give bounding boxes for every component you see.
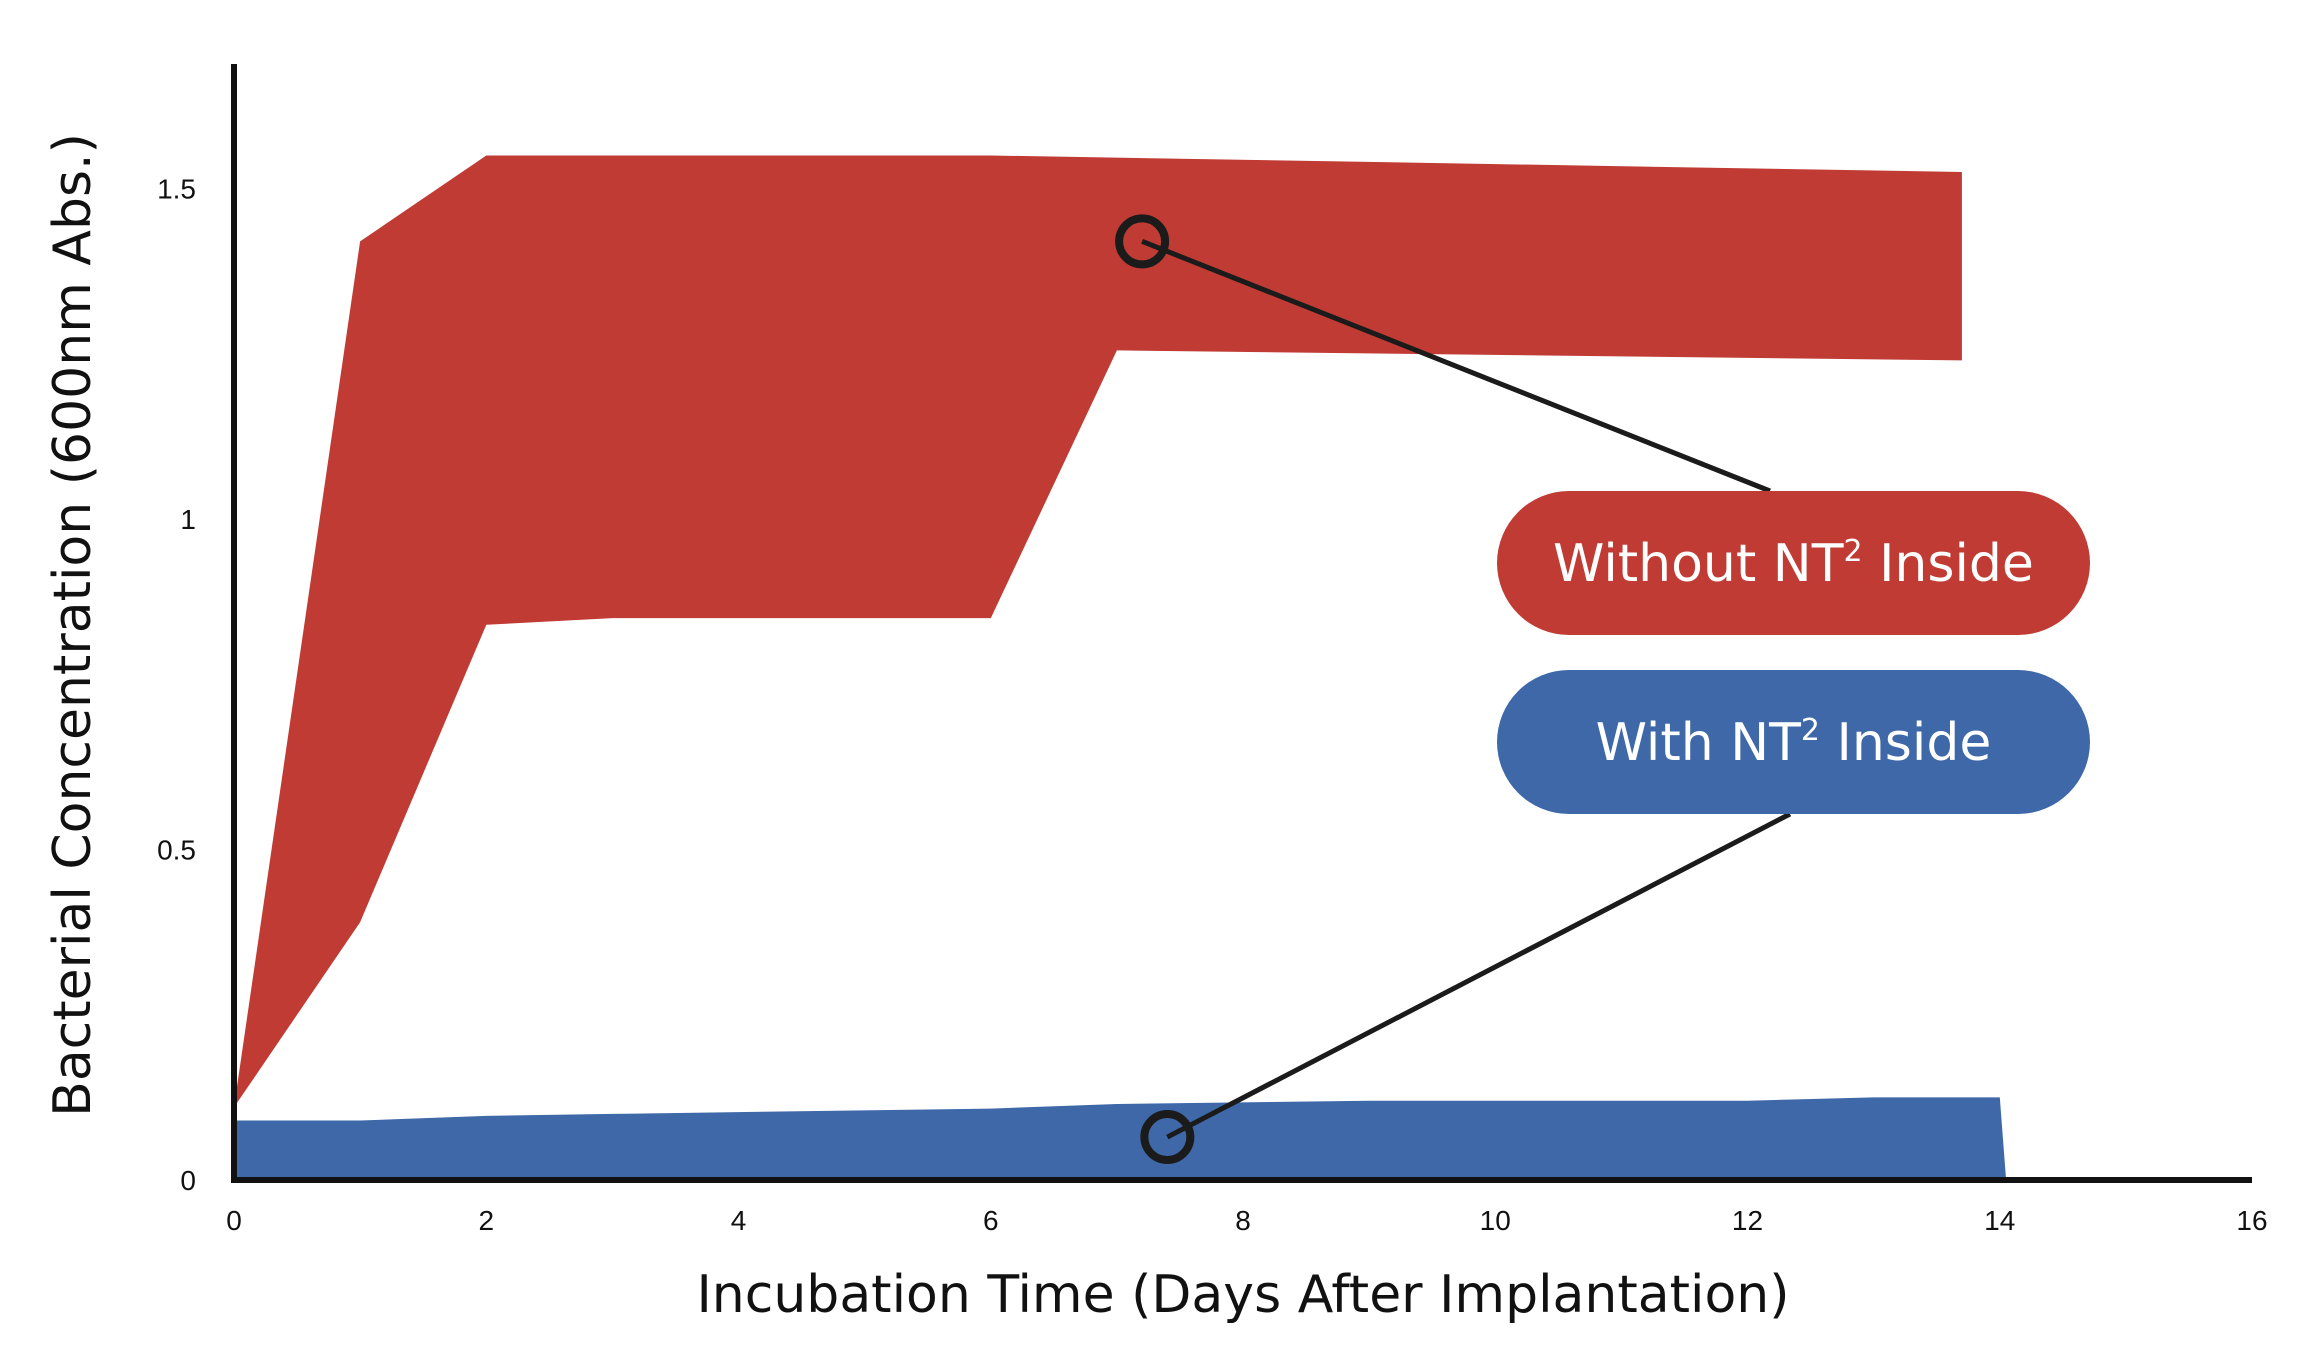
legend-label: With NT2 Inside <box>1596 713 1992 773</box>
y-tick-labels: 0 0.5 1 1.5 <box>157 174 196 1197</box>
axes <box>231 64 2252 1183</box>
x-tick-label: 8 <box>1235 1205 1251 1236</box>
x-tick-label: 16 <box>2236 1205 2267 1236</box>
x-tick-labels: 0 2 4 6 8 10 12 14 16 <box>226 1205 2267 1236</box>
series-marker <box>1140 1110 1195 1165</box>
y-tick-label: 1.5 <box>157 174 196 205</box>
connector-line <box>1166 811 1792 1140</box>
y-tick-label: 1 <box>180 504 196 535</box>
y-axis-title: Bacterial Concentration (600nm Abs.) <box>43 133 103 1117</box>
x-axis-title: Incubation Time (Days After Implantation… <box>696 1265 1789 1325</box>
legend: Without NT2 Inside With NT2 Inside <box>1497 491 2090 814</box>
x-tick-label: 14 <box>1984 1205 2015 1236</box>
legend-pill-with-nt2 <box>1497 670 2090 814</box>
y-tick-label: 0.5 <box>157 835 196 866</box>
legend-pill-without-nt2 <box>1497 491 2090 635</box>
legend-label: Without NT2 Inside <box>1553 534 2034 594</box>
x-tick-label: 4 <box>731 1205 747 1236</box>
y-tick-label: 0 <box>180 1165 196 1196</box>
series-marker <box>1115 214 1170 269</box>
x-tick-label: 12 <box>1732 1205 1763 1236</box>
x-tick-label: 10 <box>1480 1205 1511 1236</box>
x-tick-label: 6 <box>983 1205 999 1236</box>
x-tick-label: 0 <box>226 1205 242 1236</box>
legend-connectors <box>1115 214 1792 1165</box>
series-area-with-nt2 <box>234 1097 2007 1180</box>
series-area-without-nt2 <box>234 155 1962 1108</box>
plot-areas <box>234 155 2007 1180</box>
x-tick-label: 2 <box>478 1205 494 1236</box>
connector-line <box>1141 239 1771 494</box>
